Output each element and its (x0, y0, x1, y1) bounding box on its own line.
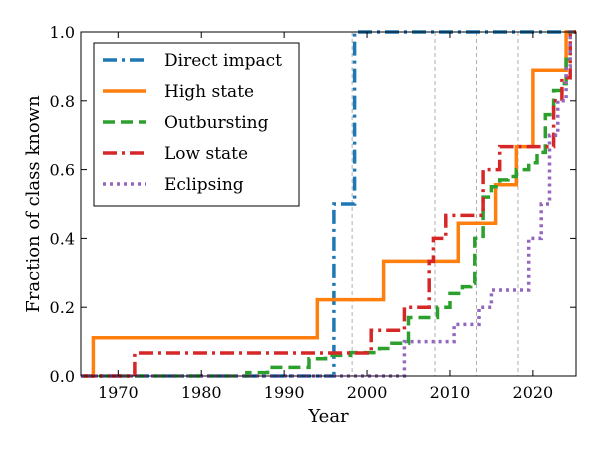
y-tick-label: 0.8 (50, 92, 75, 111)
legend-label-1: Direct impact (164, 51, 282, 71)
legend-label-2: High state (164, 82, 254, 102)
series-line-5 (81, 30, 576, 378)
legend-box (93, 42, 300, 207)
y-tick-label: 0.2 (50, 298, 75, 317)
y-tick-label: 0.6 (50, 161, 75, 180)
axis-ticks: 1970 1980 1990 2000 2010 2020 0.0 0.2 0.4 0.6 0.8 1… (50, 23, 576, 402)
x-tick-label: 2020 (513, 383, 554, 402)
series-line-3 (81, 30, 576, 378)
x-axis-label: Year (307, 406, 349, 427)
legend-label-3: Outbursting (164, 113, 269, 133)
x-tick-label: 1980 (181, 383, 222, 402)
series-line-2 (81, 30, 576, 378)
x-tick-label: 2010 (430, 383, 471, 402)
x-tick-label: 1970 (98, 383, 139, 402)
y-tick-label: 0.4 (50, 229, 75, 248)
y-tick-label: 0.0 (50, 367, 75, 386)
plot-frame (80, 31, 577, 377)
y-tick-label: 1.0 (50, 23, 75, 42)
y-axis-label: Fraction of class known (23, 95, 44, 313)
legend: Direct impact High state Outbursting Low st… (93, 42, 300, 207)
x-tick-label: 1990 (264, 383, 305, 402)
x-tick-label: 2000 (347, 383, 388, 402)
legend-label-4: Low state (164, 144, 248, 164)
legend-label-5: Eclipsing (164, 175, 244, 195)
